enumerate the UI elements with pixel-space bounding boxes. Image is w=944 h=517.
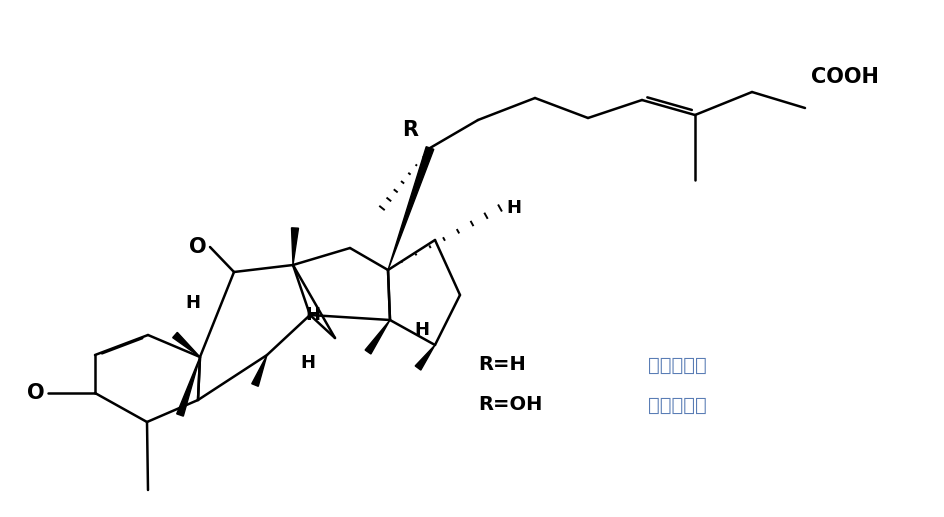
Polygon shape <box>177 357 200 416</box>
Text: R=OH: R=OH <box>478 396 542 415</box>
Text: H: H <box>414 321 429 339</box>
Polygon shape <box>414 345 434 370</box>
Text: 罗汉果酸丁: 罗汉果酸丁 <box>648 396 706 415</box>
Text: R: R <box>401 120 417 140</box>
Polygon shape <box>251 355 267 386</box>
Text: R=H: R=H <box>478 356 525 374</box>
Text: H: H <box>300 354 315 372</box>
Text: COOH: COOH <box>810 67 878 87</box>
Text: H: H <box>185 294 200 312</box>
Text: O: O <box>27 383 45 403</box>
Text: H: H <box>305 306 320 324</box>
Text: H: H <box>505 199 520 217</box>
Text: 罗汉果酸丙: 罗汉果酸丙 <box>648 356 706 374</box>
Polygon shape <box>173 332 200 357</box>
Polygon shape <box>388 147 433 270</box>
Polygon shape <box>291 228 298 265</box>
Polygon shape <box>364 320 390 354</box>
Text: O: O <box>189 237 207 257</box>
